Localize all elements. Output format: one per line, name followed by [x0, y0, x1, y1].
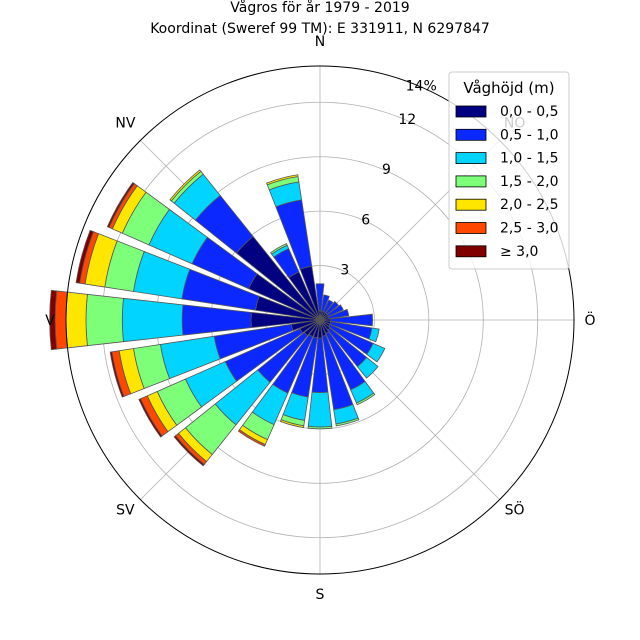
direction-label: S [316, 587, 325, 603]
rose-bar-segment [266, 174, 299, 186]
legend-label: 2,0 - 2,5 [500, 197, 558, 213]
polar-outer-border [65, 65, 575, 575]
rose-bar-segment [326, 304, 344, 317]
rose-bar-segment [75, 229, 95, 284]
direction-label: Ö [584, 311, 595, 329]
rose-bar-segment [106, 181, 135, 228]
rose-bar-segment [138, 398, 163, 438]
rose-bar-segment [85, 293, 124, 347]
radial-tick-label: 3 [340, 263, 349, 279]
chart-subtitle: Koordinat (Sweref 99 TM): E 331911, N 62… [150, 21, 490, 37]
legend-box [448, 71, 570, 270]
legend-swatch [455, 128, 487, 141]
rose-bar-segment [320, 294, 330, 313]
rose-bar-segment [65, 291, 88, 349]
radial-tick-label: 12 [398, 112, 416, 128]
rose-bar-segment [325, 301, 339, 315]
legend-label: 0,5 - 1,0 [500, 127, 558, 143]
radial-tick-labels: 3 6 9 12 14% [340, 78, 436, 278]
rose-bar-segment [173, 435, 205, 467]
legend-swatch [455, 175, 487, 188]
legend-swatch [455, 105, 487, 118]
rose-bar-segment [323, 299, 334, 314]
rose-bar-segment [366, 342, 386, 363]
rose-bar-segment [109, 351, 125, 398]
legend-swatch [455, 198, 487, 211]
legend-swatch [455, 245, 487, 258]
radial-tick-label: 14% [406, 78, 437, 94]
rose-bar-segment [315, 283, 325, 312]
direction-label: N [315, 34, 325, 50]
legend-swatch [455, 152, 487, 165]
legend-label: 1,5 - 2,0 [500, 174, 558, 190]
rose-bar-segment [368, 327, 380, 343]
legend-swatch [455, 222, 487, 234]
direction-label: V [45, 313, 55, 329]
rose-bar-segment [279, 419, 305, 429]
direction-label: NV [115, 115, 135, 131]
rose-bar-segment [335, 417, 360, 427]
direction-label: SV [116, 503, 135, 519]
direction-labels: NNOÖSÖSSVVNV [45, 34, 595, 603]
legend-label: ≥ 3,0 [500, 244, 538, 260]
radial-tick-label: 9 [382, 162, 391, 178]
rose-bar-segment [237, 429, 266, 447]
direction-label: SÖ [505, 501, 525, 519]
chart-title: Vågros för år 1979 - 2019 [230, 0, 409, 16]
rose-bar-segment [169, 169, 202, 202]
legend-label: 1,0 - 1,5 [500, 151, 558, 167]
rose-bar-segment [307, 391, 333, 428]
legend: Våghöjd (m) 0,0 - 0,5 0,5 - 1,0 1,0 - 1,5 1… [448, 71, 570, 270]
rose-bar-segment [121, 297, 184, 343]
rose-bar-segment [356, 356, 379, 379]
legend-title: Våghöjd (m) [463, 79, 554, 97]
legend-items: 0,0 - 0,5 0,5 - 1,0 1,0 - 1,5 1,5 - 2,0 2,0 … [455, 104, 558, 260]
rose-bar-segment [49, 289, 58, 351]
rose-bar-segment [307, 425, 333, 430]
rose-bar-segment [330, 313, 374, 327]
rose-bar-segment [355, 392, 376, 406]
rose-bar-segment [270, 243, 288, 255]
rose-bars [49, 169, 386, 467]
rose-bar-segment [327, 308, 350, 320]
legend-label: 2,5 - 3,0 [500, 221, 558, 237]
legend-label: 0,0 - 0,5 [500, 104, 558, 120]
radial-tick-label: 6 [361, 212, 370, 228]
